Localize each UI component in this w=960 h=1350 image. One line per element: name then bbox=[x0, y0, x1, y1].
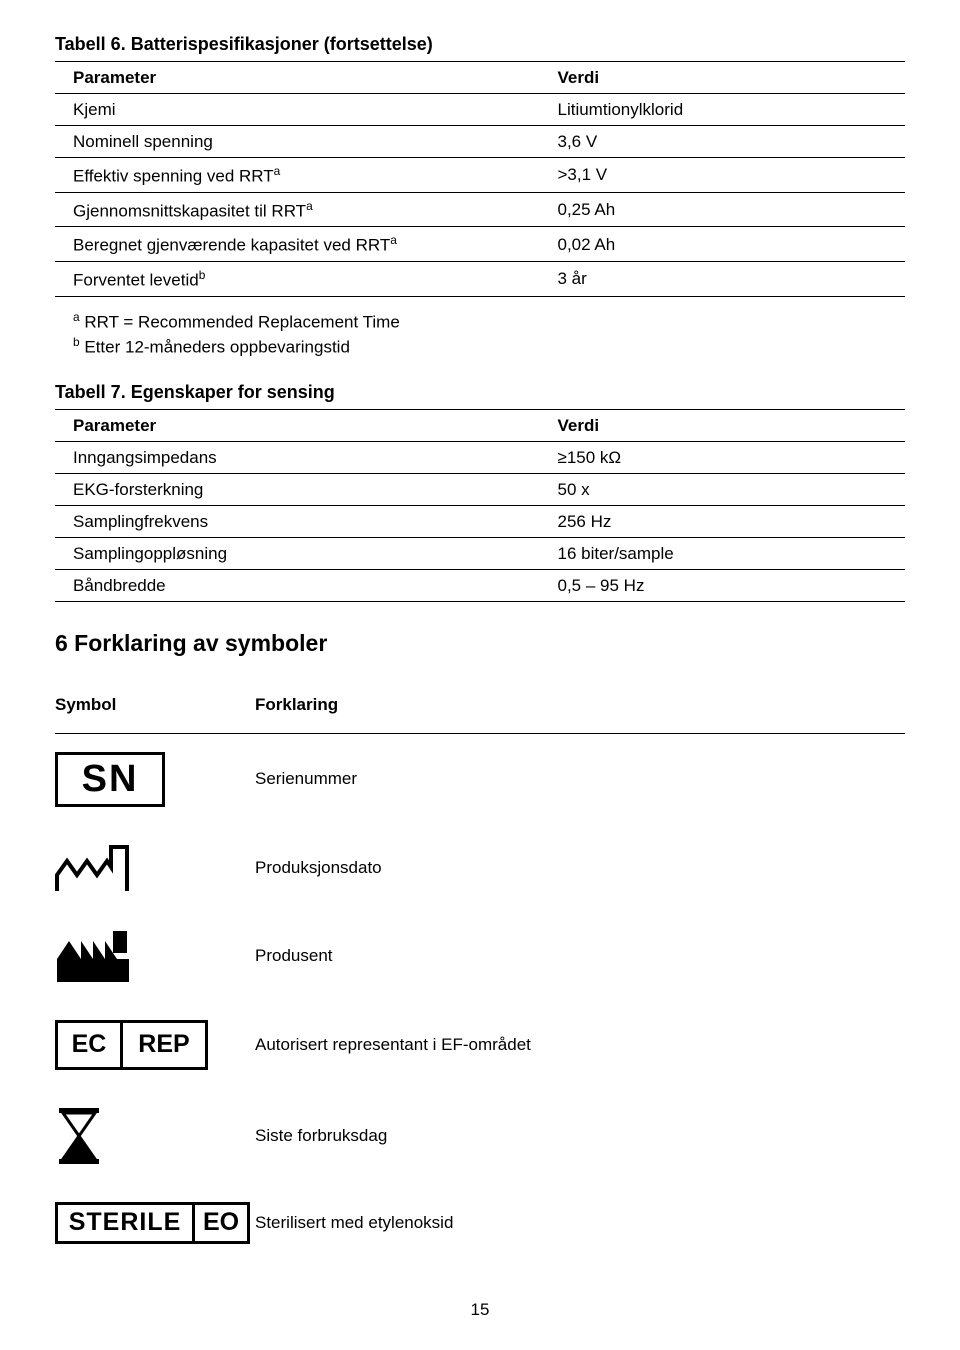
page-number: 15 bbox=[55, 1300, 905, 1320]
table6: Parameter Verdi KjemiLitiumtionylklorid … bbox=[55, 61, 905, 297]
symbol-label: Siste forbruksdag bbox=[255, 1088, 905, 1184]
symbol-label: Autorisert representant i EF-området bbox=[255, 1002, 905, 1088]
table-row: Inngangsimpedans≥150 kΩ bbox=[55, 441, 905, 473]
ec-rep-icon: EC REP bbox=[55, 1020, 208, 1070]
section6-title: 6 Forklaring av symboler bbox=[55, 630, 905, 657]
table7-head-param: Parameter bbox=[55, 409, 540, 441]
table-row: Effektiv spenning ved RRTa>3,1 V bbox=[55, 158, 905, 193]
table6-head-value: Verdi bbox=[540, 62, 906, 94]
table-row: EKG-forsterkning50 x bbox=[55, 473, 905, 505]
symbol-label: Produksjonsdato bbox=[255, 825, 905, 911]
table7-caption: Tabell 7. Egenskaper for sensing bbox=[55, 382, 905, 403]
table-row: Nominell spenning3,6 V bbox=[55, 126, 905, 158]
symtable-head-symbol: Symbol bbox=[55, 677, 255, 734]
table-row: Samplingoppløsning16 biter/sample bbox=[55, 537, 905, 569]
table-row: Forventet levetidb3 år bbox=[55, 261, 905, 296]
symbol-label: Serienummer bbox=[255, 733, 905, 825]
table-row: Båndbredde0,5 – 95 Hz bbox=[55, 569, 905, 601]
table-row: Gjennomsnittskapasitet til RRTa0,25 Ah bbox=[55, 192, 905, 227]
table6-footnotes: a RRT = Recommended Replacement Time b E… bbox=[55, 305, 905, 378]
table7: Parameter Verdi Inngangsimpedans≥150 kΩ … bbox=[55, 409, 905, 602]
symbol-table: Symbol Forklaring SN Serienummer Produks… bbox=[55, 677, 905, 1262]
sn-icon: SN bbox=[55, 752, 165, 807]
manufacturer-icon bbox=[55, 929, 255, 984]
symbol-label: Sterilisert med etylenoksid bbox=[255, 1184, 905, 1262]
symbol-row-use-by: Siste forbruksdag bbox=[55, 1088, 905, 1184]
symtable-head-expl: Forklaring bbox=[255, 677, 905, 734]
symbol-row-mfg-date: Produksjonsdato bbox=[55, 825, 905, 911]
symbol-row-ec-rep: EC REP Autorisert representant i EF-områ… bbox=[55, 1002, 905, 1088]
symbol-row-sterile: STERILE EO Sterilisert med etylenoksid bbox=[55, 1184, 905, 1262]
table6-head-param: Parameter bbox=[55, 62, 540, 94]
sterile-eo-icon: STERILE EO bbox=[55, 1202, 250, 1244]
table-row: Samplingfrekvens256 Hz bbox=[55, 505, 905, 537]
symbol-label: Produsent bbox=[255, 911, 905, 1002]
mfg-date-icon bbox=[55, 843, 255, 893]
hourglass-icon bbox=[55, 1106, 255, 1166]
symbol-row-sn: SN Serienummer bbox=[55, 733, 905, 825]
table-row: Beregnet gjenværende kapasitet ved RRTa0… bbox=[55, 227, 905, 262]
table7-head-value: Verdi bbox=[540, 409, 906, 441]
table6-caption: Tabell 6. Batterispesifikasjoner (fortse… bbox=[55, 34, 905, 55]
symbol-row-manufacturer: Produsent bbox=[55, 911, 905, 1002]
table-row: KjemiLitiumtionylklorid bbox=[55, 94, 905, 126]
